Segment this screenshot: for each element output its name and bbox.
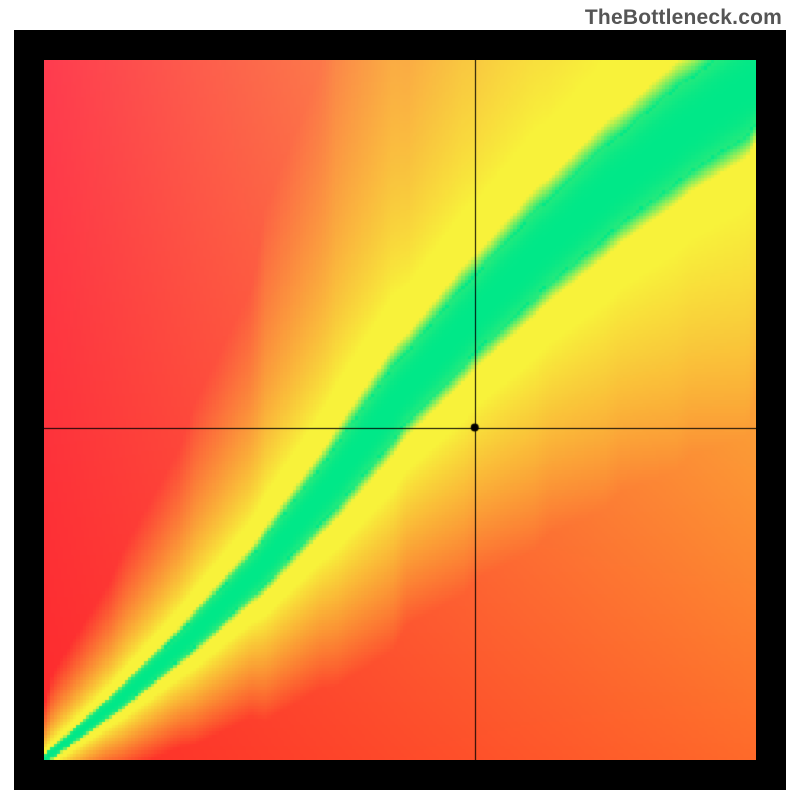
- chart-container: TheBottleneck.com: [0, 0, 800, 800]
- watermark-text: TheBottleneck.com: [585, 6, 782, 30]
- crosshair-overlay: [44, 60, 756, 760]
